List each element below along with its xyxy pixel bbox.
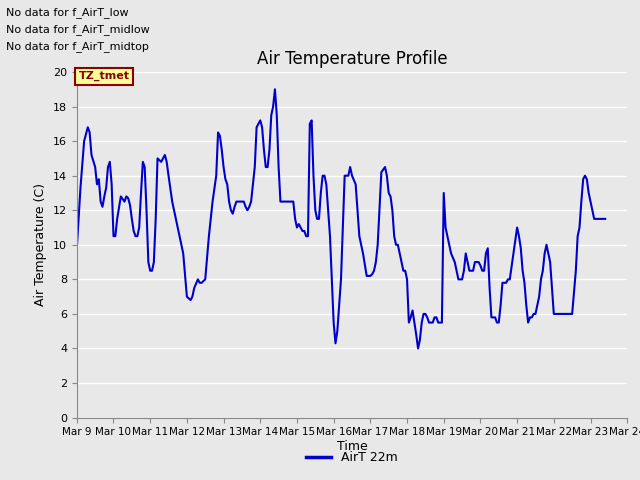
Text: No data for f_AirT_midlow: No data for f_AirT_midlow [6, 24, 150, 35]
Text: No data for f_AirT_low: No data for f_AirT_low [6, 7, 129, 18]
Title: Air Temperature Profile: Air Temperature Profile [257, 49, 447, 68]
Legend: AirT 22m: AirT 22m [301, 446, 403, 469]
X-axis label: Time: Time [337, 440, 367, 453]
Text: TZ_tmet: TZ_tmet [79, 71, 130, 81]
Text: No data for f_AirT_midtop: No data for f_AirT_midtop [6, 41, 149, 52]
Y-axis label: Air Temperature (C): Air Temperature (C) [35, 183, 47, 306]
